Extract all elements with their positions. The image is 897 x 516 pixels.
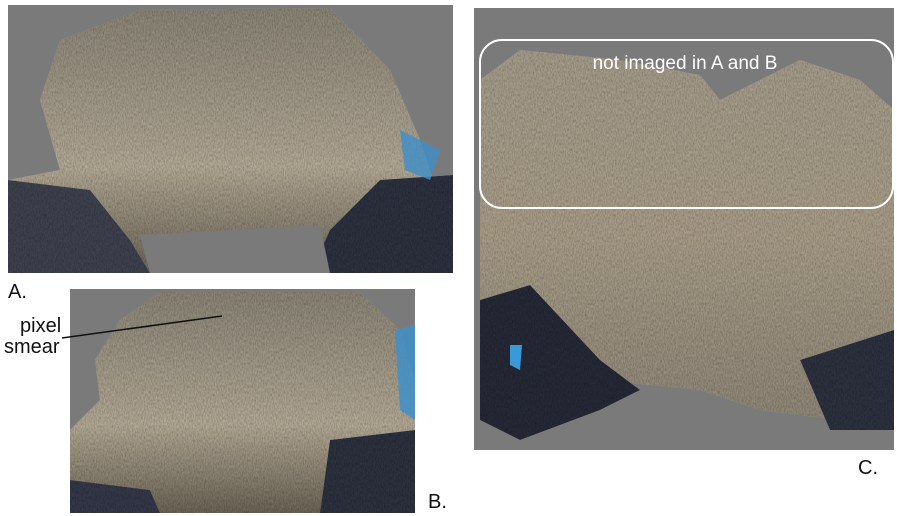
annotation-label: smear <box>4 336 60 358</box>
panel-b <box>70 289 415 513</box>
figure: A. B. not imaged in A and B C. pixel sme… <box>0 0 897 516</box>
panel-a <box>8 5 453 273</box>
panel-label: A. <box>8 281 27 303</box>
panel-label: C. <box>858 457 878 479</box>
panel-label: B. <box>428 491 447 513</box>
region-label: not imaged in A and B <box>593 53 778 74</box>
annotation-label: pixel <box>20 315 61 337</box>
panel-c <box>474 8 894 450</box>
